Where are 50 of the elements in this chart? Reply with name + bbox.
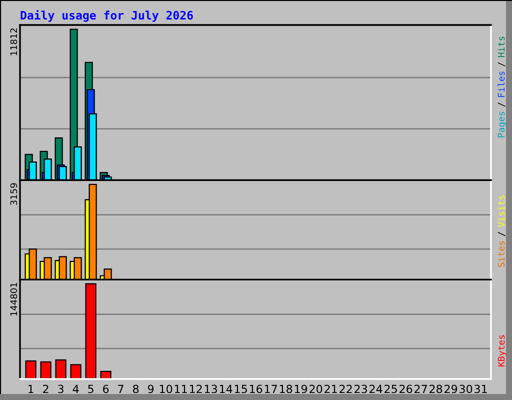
x-tick-label: 22 bbox=[340, 384, 352, 393]
text: Sites bbox=[498, 241, 505, 267]
x-tick-label: 8 bbox=[133, 384, 139, 394]
text: / bbox=[498, 232, 506, 236]
text: 3159 bbox=[10, 183, 18, 205]
bar bbox=[40, 361, 52, 379]
text: Hits bbox=[498, 36, 505, 58]
x-tick-label: 13 bbox=[204, 384, 217, 394]
x-tick-label: 16 bbox=[250, 384, 262, 394]
x-tick-label: 29 bbox=[444, 384, 458, 394]
x-tick-label: 30 bbox=[460, 384, 472, 394]
x-tick-label: 6 bbox=[103, 384, 109, 394]
text: Files bbox=[498, 72, 505, 97]
x-tick-label: 3 bbox=[58, 384, 64, 394]
bar bbox=[25, 360, 36, 379]
bar bbox=[100, 370, 112, 379]
x-tick-label: 12 bbox=[190, 384, 202, 393]
x-tick-label: 21 bbox=[324, 384, 337, 393]
x-tick-label: 25 bbox=[384, 384, 397, 394]
bar bbox=[70, 364, 82, 379]
x-tick-label: 18 bbox=[280, 384, 292, 394]
x-tick-label: 17 bbox=[264, 384, 277, 393]
x-tick-label: 27 bbox=[414, 384, 427, 393]
x-tick-label: 7 bbox=[118, 384, 124, 393]
text: KBytes bbox=[498, 335, 506, 366]
text: 144801 bbox=[10, 282, 18, 316]
text: / bbox=[498, 62, 506, 67]
x-tick-label: 14 bbox=[220, 384, 232, 393]
x-tick-label: 26 bbox=[400, 384, 412, 394]
x-tick-label: 24 bbox=[370, 384, 382, 393]
bar bbox=[55, 359, 66, 379]
x-tick-label: 4 bbox=[72, 384, 79, 393]
text: Visits bbox=[498, 196, 505, 228]
x-tick-label: 23 bbox=[354, 384, 367, 394]
x-tick-label: 5 bbox=[88, 384, 94, 394]
chart-title: Daily usage for July 2026 bbox=[20, 10, 193, 22]
text: 11812 bbox=[10, 28, 18, 56]
x-tick-label: 2 bbox=[43, 384, 48, 393]
x-tick-label: 28 bbox=[430, 384, 442, 394]
x-tick-label: 11 bbox=[174, 384, 187, 393]
x-tick-label: 31 bbox=[474, 384, 487, 394]
x-tick-label: 20 bbox=[310, 384, 322, 394]
bar bbox=[85, 283, 96, 379]
x-tick-label: 10 bbox=[160, 384, 172, 394]
text: Pages bbox=[498, 112, 506, 138]
x-tick-label: 19 bbox=[294, 384, 308, 394]
x-tick-label: 1 bbox=[28, 384, 34, 393]
x-tick-label: 15 bbox=[234, 384, 247, 394]
text: / bbox=[498, 102, 506, 107]
x-tick-label: 9 bbox=[148, 384, 154, 394]
